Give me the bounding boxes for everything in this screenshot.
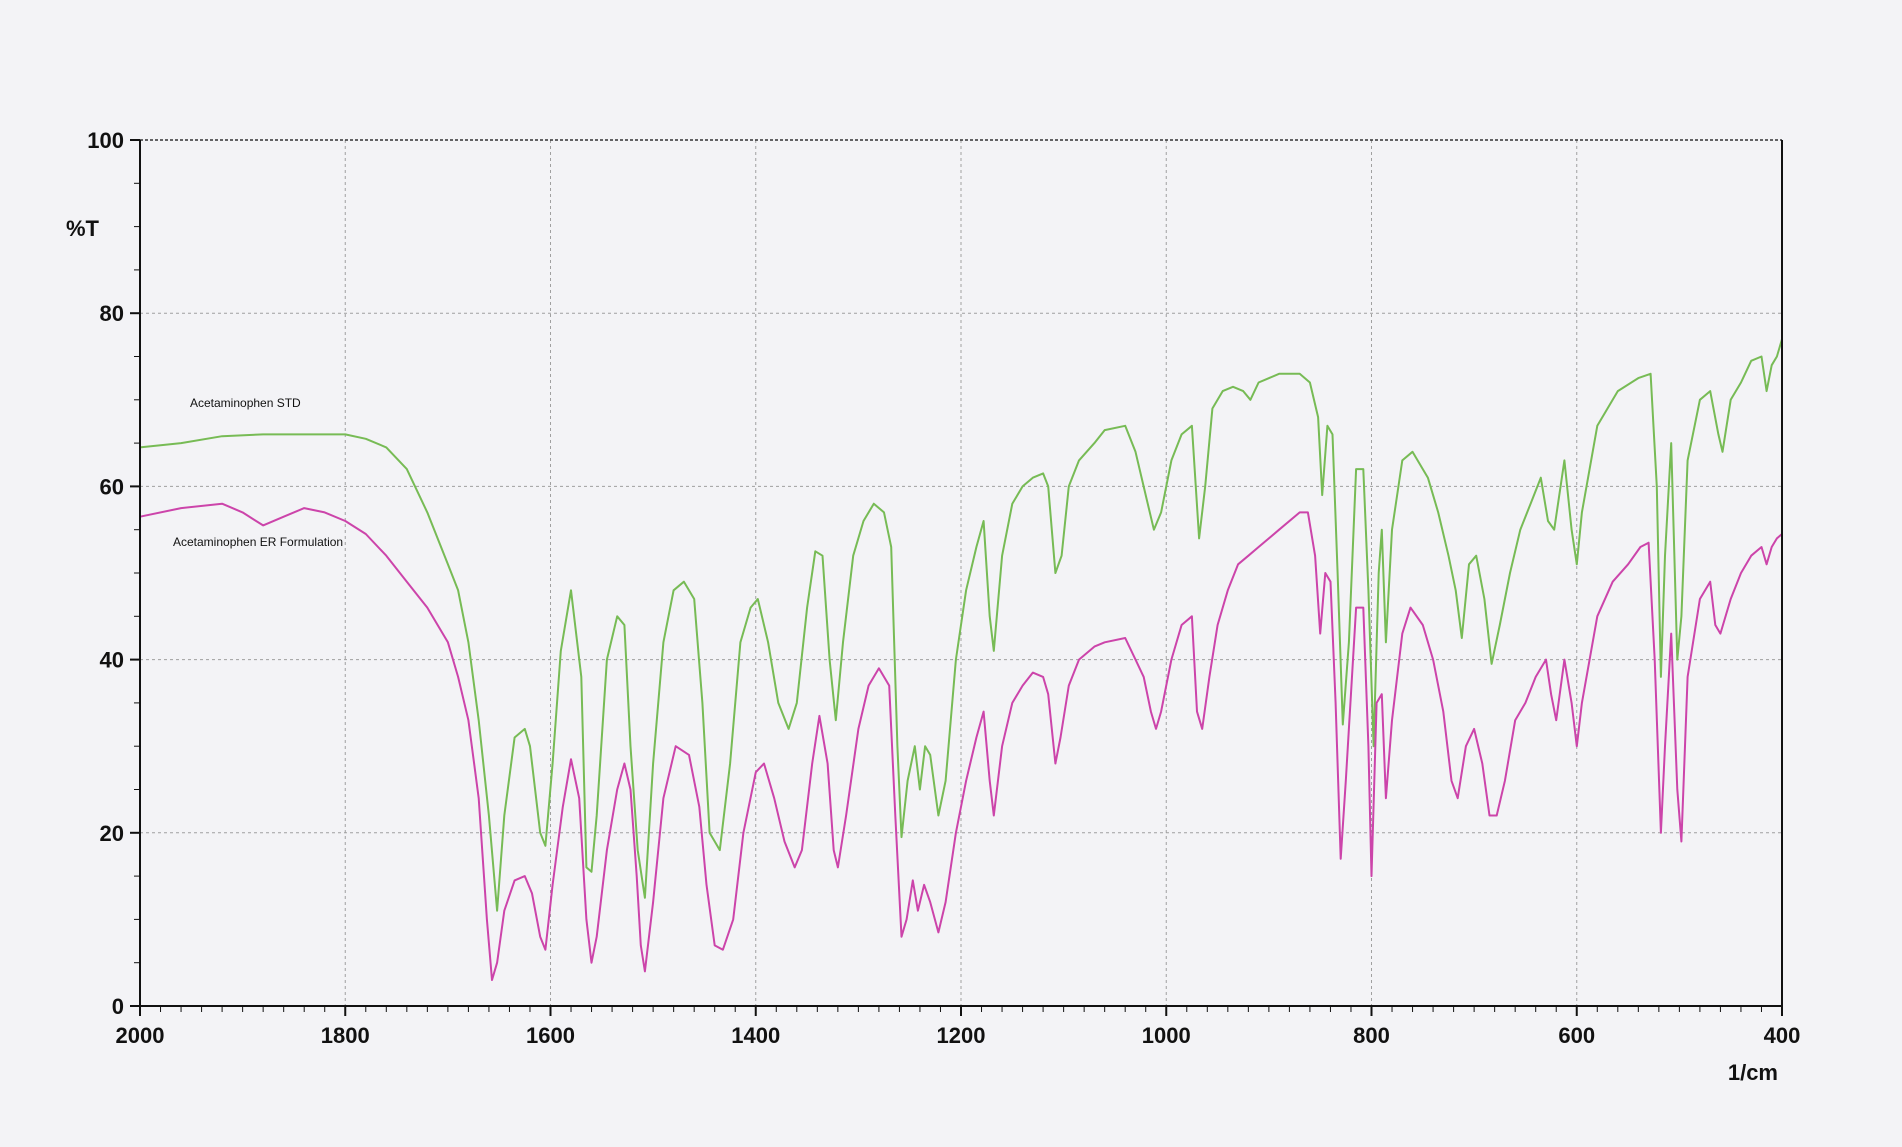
x-tick-label: 600 <box>1558 1023 1595 1048</box>
grid-layer <box>140 140 1782 1006</box>
x-tick-label: 1400 <box>731 1023 780 1048</box>
y-tick-label: 40 <box>100 648 124 673</box>
series-label-er-formulation: Acetaminophen ER Formulation <box>173 535 343 549</box>
series-line-0 <box>139 338 1783 912</box>
x-tick-label: 1200 <box>937 1023 986 1048</box>
x-tick-label: 2000 <box>116 1023 165 1048</box>
y-tick-label: 60 <box>100 474 124 499</box>
x-tick-label: 800 <box>1353 1023 1390 1048</box>
x-tick-label: 1800 <box>321 1023 370 1048</box>
x-tick-label: 1600 <box>526 1023 575 1048</box>
series-line-1 <box>139 502 1783 981</box>
x-tick-label: 1000 <box>1142 1023 1191 1048</box>
series-layer <box>139 338 1783 981</box>
y-tick-label: 80 <box>100 301 124 326</box>
y-tick-label: 100 <box>87 128 124 153</box>
x-tick-label: 400 <box>1764 1023 1801 1048</box>
y-tick-label: 0 <box>112 994 124 1019</box>
tick-layer: 2000 1800 1600 1400 1200 1000 800 600 400 0 20 40 60… <box>87 128 1800 1048</box>
x-axis-label: 1/cm <box>1728 1060 1778 1085</box>
y-tick-label: 20 <box>100 821 124 846</box>
series-label-std: Acetaminophen STD <box>190 396 301 410</box>
y-axis-label: %T <box>66 216 100 241</box>
